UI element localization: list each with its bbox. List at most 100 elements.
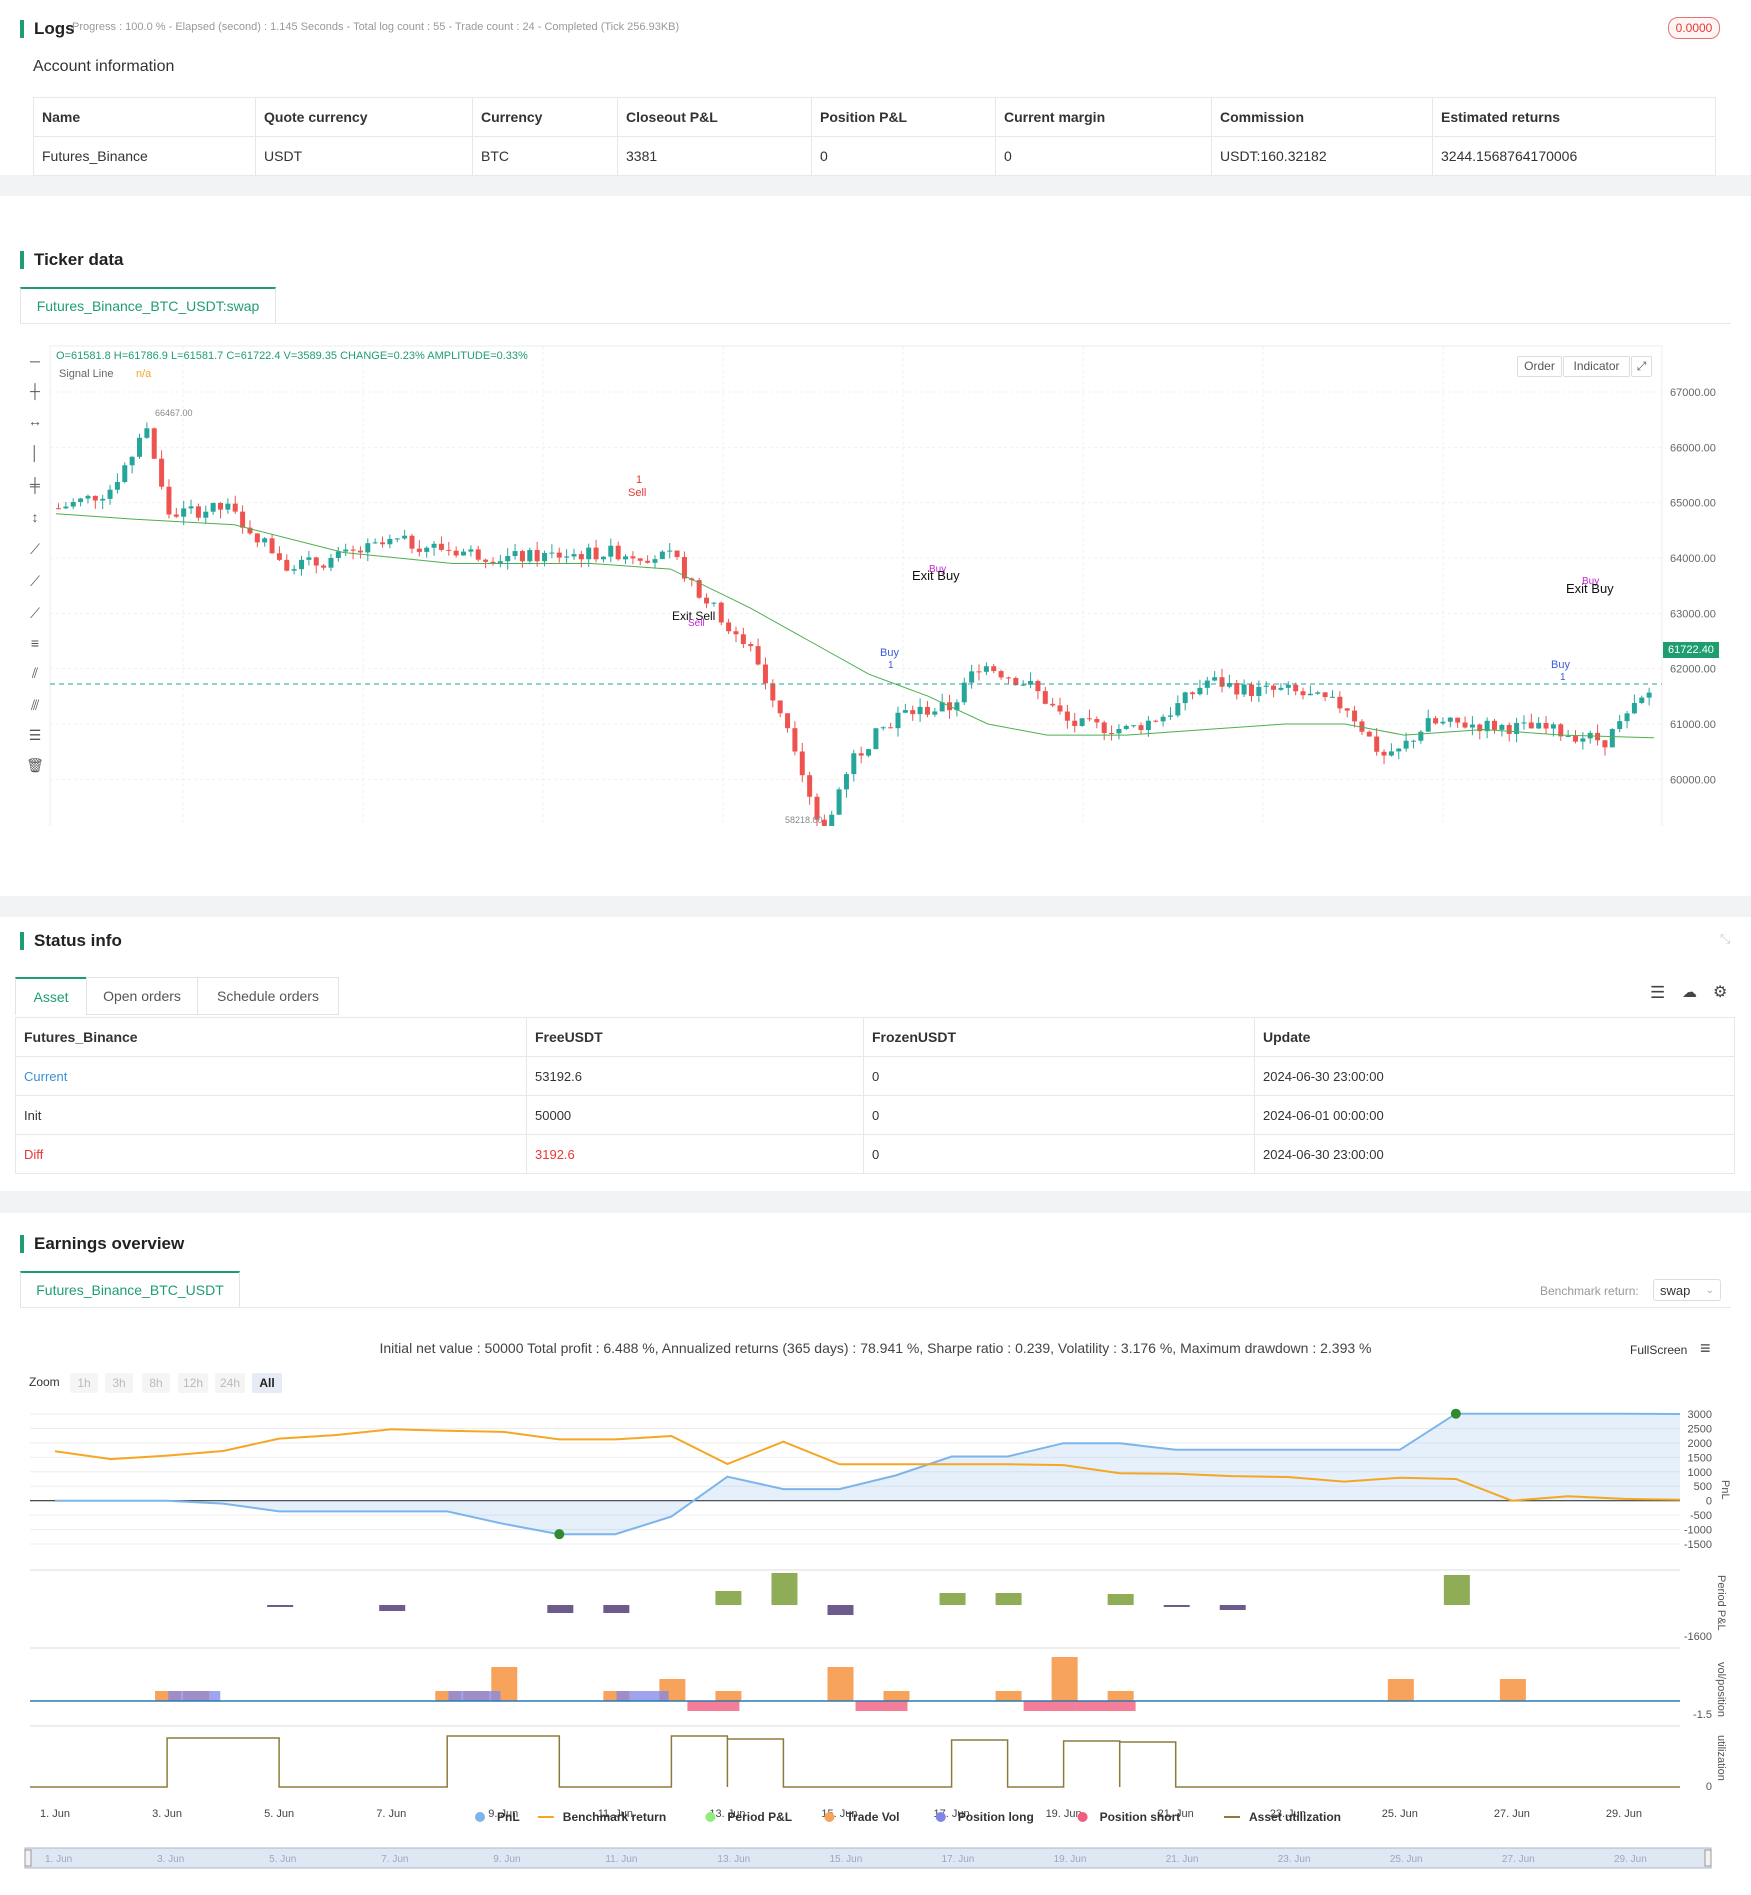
menu-icon[interactable]: ≡ (1700, 1338, 1711, 1358)
zoom-all-button[interactable]: All (252, 1373, 282, 1393)
benchmark-select[interactable]: swap ⌄ (1653, 1279, 1721, 1301)
channel-icon[interactable]: ⫻ (30, 697, 40, 713)
candle-body (372, 542, 378, 544)
candle-body (1086, 718, 1092, 720)
candle-body (1352, 710, 1358, 722)
candle-body (1425, 718, 1431, 732)
x-tick-label: 1. Jun (40, 1808, 70, 1820)
candle-body (232, 503, 238, 512)
candle-body (1072, 720, 1078, 726)
sell-mark-label: Sell (688, 618, 705, 629)
candle-body (615, 545, 621, 560)
zoom-8h-button[interactable]: 8h (142, 1373, 170, 1393)
candle-body (888, 727, 894, 729)
asset-cell: 3192.6 (526, 1134, 864, 1174)
y-tick-label: 63000.00 (1670, 608, 1716, 620)
candle-body (902, 710, 908, 713)
tab-asset[interactable]: Asset (15, 977, 87, 1015)
vertical-line-icon[interactable]: │ (30, 445, 40, 461)
earnings-title: Earnings overview (20, 1235, 184, 1253)
tab-earnings-symbol[interactable]: Futures_Binance_BTC_USDT (20, 1271, 240, 1307)
candle-body (667, 550, 673, 552)
candle-body (276, 553, 282, 560)
price-line-icon[interactable]: ≡ (30, 635, 40, 651)
candle-body (1344, 708, 1350, 711)
legend-item: Asset utilization (1249, 1810, 1341, 1824)
zoom-label: Zoom (29, 1375, 60, 1389)
max-pnl-point (1450, 1408, 1461, 1419)
expand-icon[interactable]: ⤢ (1631, 356, 1652, 377)
zoom-12h-button[interactable]: 12h (178, 1373, 208, 1393)
legend-swatch (705, 1812, 716, 1822)
indicator-button[interactable]: Indicator (1563, 356, 1630, 377)
y-tick-label: 65000.00 (1670, 498, 1716, 510)
candle-body (409, 535, 415, 549)
position-short-bar (1023, 1701, 1076, 1711)
candle-body (681, 557, 687, 579)
candle-body (770, 683, 776, 701)
candle-body (225, 503, 231, 510)
asset-row: Current 53192.6 0 2024-06-30 23:00:00 (15, 1056, 1735, 1096)
candle-body (1565, 736, 1571, 738)
candle-body (1558, 724, 1564, 737)
candle-body (1028, 680, 1034, 685)
asset-cell: 50000 (526, 1095, 864, 1135)
legend-swatch (1077, 1812, 1088, 1822)
tab-schedule-orders[interactable]: Schedule orders (197, 977, 339, 1015)
trade-vol-bar (995, 1691, 1022, 1701)
horizontal-line-icon[interactable]: ─ (30, 353, 40, 369)
candle-body (1005, 677, 1011, 679)
vertical-segment-icon[interactable]: ↕ (31, 509, 39, 525)
account-cell: 0 (995, 136, 1212, 176)
logs-title: Logs (20, 20, 75, 38)
horizontal-segment-icon[interactable]: ↔ (28, 413, 42, 429)
candle-body (564, 556, 570, 558)
trend-line-icon[interactable]: ⟋ (30, 541, 40, 557)
segment-line-icon[interactable]: ⟋ (30, 605, 40, 621)
ohlc-readout: O=61581.8 H=61786.9 L=61581.7 C=61722.4 … (56, 350, 528, 362)
zoom-3h-button[interactable]: 3h (105, 1373, 133, 1393)
navigator-label: 23. Jun (1278, 1854, 1311, 1865)
candle-body (1131, 725, 1137, 727)
candle-body (733, 631, 739, 635)
list-icon[interactable]: ☰ (1650, 983, 1666, 1002)
candle-body (976, 671, 982, 673)
candle-body (740, 634, 746, 645)
candle-body (1020, 684, 1026, 686)
candle-body (1271, 685, 1277, 690)
candle-body (402, 535, 408, 539)
candle-body (1572, 736, 1578, 742)
candle-body (63, 506, 69, 509)
y-tick-label: 1500 (1688, 1452, 1712, 1464)
x-tick-label: 7. Jun (376, 1808, 406, 1820)
gear-icon[interactable]: ⚙ (1713, 984, 1728, 1001)
tab-ticker-symbol[interactable]: Futures_Binance_BTC_USDT:swap (20, 287, 276, 323)
candle-body (1491, 720, 1497, 730)
fibonacci-icon[interactable]: ☰ (28, 727, 42, 743)
zoom-24h-button[interactable]: 24h (215, 1373, 245, 1393)
candle-body (424, 547, 430, 552)
zoom-1h-button[interactable]: 1h (70, 1373, 98, 1393)
collapse-icon[interactable]: ⤡ (1720, 931, 1731, 946)
legend-item: Benchmark return (563, 1810, 666, 1824)
order-button[interactable]: Order (1517, 356, 1562, 377)
benchmark-value: swap (1660, 1283, 1691, 1298)
candle-body (1278, 687, 1284, 690)
fullscreen-button[interactable]: FullScreen (1630, 1343, 1688, 1357)
status-title: Status info (20, 932, 122, 950)
parallel-lines-icon[interactable]: ⫽ (31, 665, 39, 681)
candle-body (623, 556, 629, 560)
legend-swatch (824, 1812, 835, 1822)
vertical-ray-icon[interactable]: ╪ (30, 477, 40, 493)
position-short-bar (1075, 1701, 1136, 1711)
period-pnl-bar (715, 1591, 742, 1605)
account-header-cell: Name (33, 97, 256, 137)
candle-body (836, 789, 842, 815)
ray-line-icon[interactable]: ⟋ (30, 573, 40, 589)
tab-open-orders[interactable]: Open orders (86, 977, 198, 1015)
cloud-download-icon[interactable]: ☁ (1682, 984, 1697, 1001)
trash-icon[interactable]: 🗑 (26, 757, 44, 773)
horizontal-ray-icon[interactable]: ┼ (30, 383, 40, 399)
candle-body (291, 569, 297, 571)
candle-body (1315, 692, 1321, 694)
